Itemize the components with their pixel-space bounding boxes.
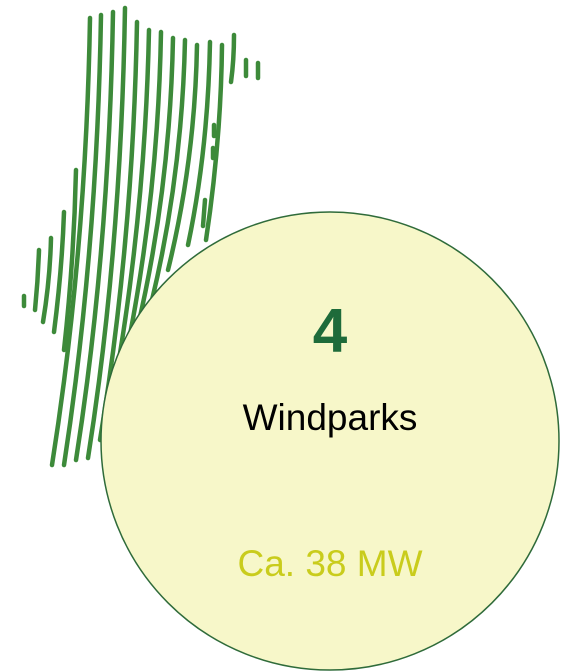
stripe — [61, 12, 104, 468]
stripe — [203, 42, 225, 243]
stripe — [185, 39, 213, 248]
stripe — [40, 235, 54, 325]
stripe — [61, 167, 79, 353]
stripe — [73, 9, 116, 463]
stripe — [134, 35, 176, 333]
count: 4 — [313, 296, 348, 365]
stripe — [149, 37, 188, 303]
stripe — [165, 42, 200, 273]
stripe — [228, 32, 237, 85]
stripe — [49, 15, 93, 468]
info-circle — [100, 211, 560, 671]
stripe — [85, 5, 128, 461]
label: Windparks — [243, 397, 418, 438]
capacity: Ca. 38 MW — [237, 543, 422, 584]
stripe — [32, 247, 42, 313]
stripe — [200, 197, 208, 229]
stripe — [122, 29, 164, 363]
stripe — [51, 209, 67, 335]
map-stripes — [21, 5, 261, 468]
